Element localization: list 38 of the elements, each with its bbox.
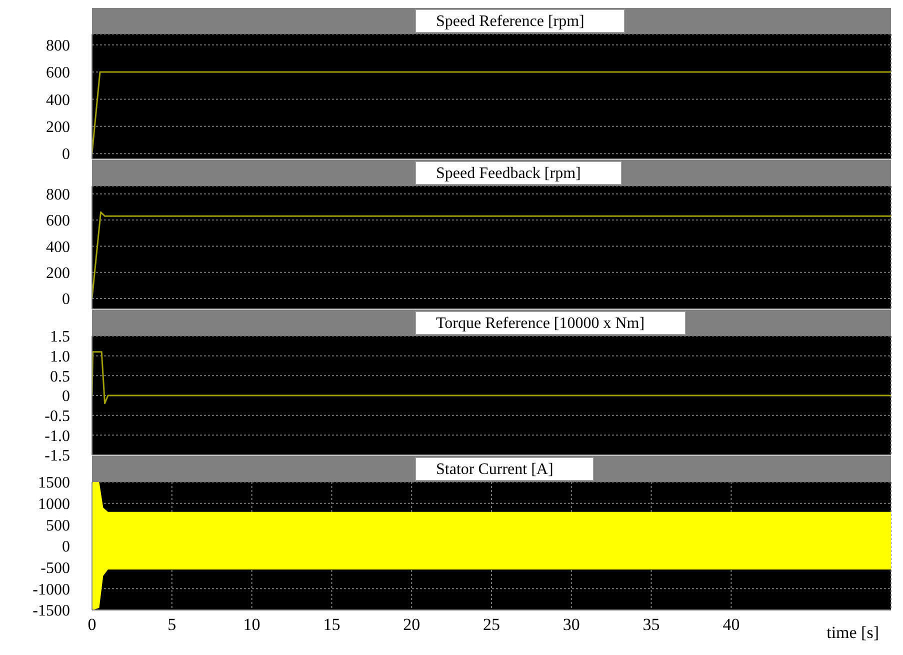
y-tick-label: 1500	[38, 474, 70, 492]
x-tick-label: 0	[88, 615, 96, 634]
y-tick-label: 400	[46, 238, 70, 256]
x-tick-label: 15	[323, 615, 340, 634]
x-tick-label: 30	[562, 615, 580, 634]
y-tick-label: 400	[46, 92, 70, 109]
chart-title: Speed Feedback [rpm]	[415, 161, 622, 185]
y-tick-label: 0.5	[50, 368, 70, 386]
x-tick-label: 5	[168, 615, 176, 634]
y-tick-label: 800	[46, 38, 70, 55]
y-tick-label: 200	[46, 119, 70, 136]
y-tick-label: -500	[40, 560, 70, 578]
y-tick-label: 0	[62, 538, 70, 556]
y-tick-label: -1.5	[44, 448, 70, 465]
y-tick-label: -1000	[32, 581, 70, 598]
y-tick-label: -0.5	[44, 408, 70, 426]
x-tick-label: 25	[483, 615, 500, 634]
x-tick-label: 20	[403, 615, 420, 634]
y-tick-label: 600	[46, 64, 70, 82]
y-tick-label: 200	[46, 265, 70, 282]
y-tick-label: -1500	[32, 602, 70, 620]
y-tick-label: 800	[46, 186, 70, 204]
y-tick-label: 500	[46, 517, 70, 534]
y-tick-label: 0	[62, 291, 70, 308]
y-tick-label: 0	[62, 146, 70, 164]
y-tick-label: -1.0	[44, 428, 70, 445]
chart-title: Stator Current [A]	[415, 457, 594, 481]
x-tick-label: 35	[642, 615, 660, 634]
y-tick-label: 600	[46, 212, 70, 230]
x-axis-title: time [s]	[826, 623, 879, 642]
chart-title: Torque Reference [10000 x Nm]	[415, 311, 686, 335]
chart-title: Speed Reference [rpm]	[415, 9, 626, 33]
y-tick-label: 1000	[38, 496, 70, 514]
y-tick-label: 0	[62, 388, 70, 406]
x-tick-label: 40	[722, 615, 740, 634]
x-tick-label: 10	[243, 615, 260, 634]
y-tick-label: 1.5	[50, 328, 70, 346]
y-tick-label: 1.0	[50, 348, 70, 366]
